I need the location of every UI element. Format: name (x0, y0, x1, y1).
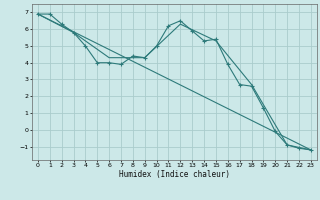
X-axis label: Humidex (Indice chaleur): Humidex (Indice chaleur) (119, 170, 230, 179)
